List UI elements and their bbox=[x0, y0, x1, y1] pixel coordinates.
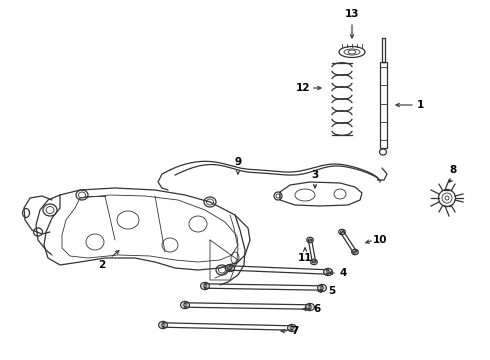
Text: 8: 8 bbox=[449, 165, 457, 175]
Text: 6: 6 bbox=[314, 304, 320, 314]
Text: 5: 5 bbox=[328, 286, 336, 296]
Text: 7: 7 bbox=[292, 326, 299, 336]
Text: 10: 10 bbox=[373, 235, 387, 245]
Text: 3: 3 bbox=[311, 170, 318, 180]
Text: 11: 11 bbox=[298, 253, 312, 263]
Text: 1: 1 bbox=[416, 100, 424, 110]
Text: 2: 2 bbox=[98, 260, 106, 270]
Text: 4: 4 bbox=[339, 268, 347, 278]
Text: 9: 9 bbox=[234, 157, 242, 167]
Bar bbox=[379, 62, 387, 148]
Text: 12: 12 bbox=[296, 83, 310, 93]
Text: 13: 13 bbox=[345, 9, 359, 19]
